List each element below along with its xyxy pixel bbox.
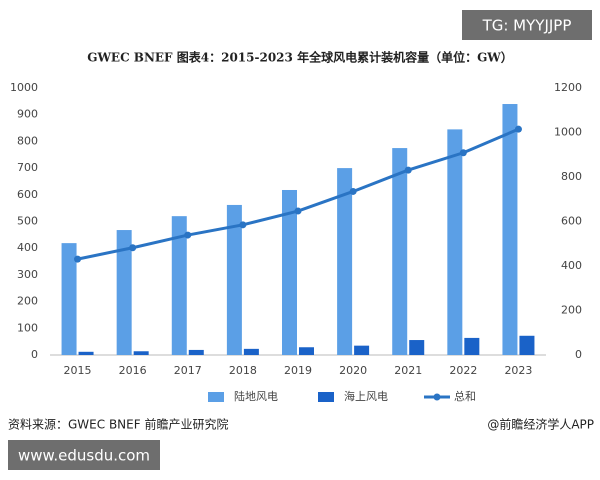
credit: @前瞻经济学人APP bbox=[487, 417, 594, 432]
y-tick-label: 100 bbox=[17, 321, 38, 334]
x-tick-label: 2021 bbox=[394, 364, 422, 377]
overlay-bottom: www.edusdu.com bbox=[18, 447, 150, 465]
source: 资料来源：GWEC BNEF 前瞻产业研究院 bbox=[8, 417, 228, 432]
line-point bbox=[294, 207, 302, 215]
y-tick-label: 1000 bbox=[10, 81, 38, 94]
bar bbox=[226, 204, 242, 355]
y-tick-label: 0 bbox=[31, 348, 38, 361]
line-point bbox=[404, 166, 412, 174]
chart-title: GWEC BNEF 图表4：2015-2023 年全球风电累计装机容量（单位：G… bbox=[87, 50, 513, 65]
y-tick-label: 500 bbox=[17, 215, 38, 228]
legend-swatch bbox=[208, 392, 224, 402]
y2-tick-label: 600 bbox=[561, 215, 582, 228]
y2-tick-label: 1000 bbox=[554, 126, 582, 139]
bar bbox=[299, 347, 314, 355]
x-tick-label: 2019 bbox=[284, 364, 312, 377]
bar bbox=[409, 340, 425, 355]
y-tick-label: 800 bbox=[17, 134, 38, 147]
bar bbox=[502, 104, 518, 356]
legend-label: 海上风电 bbox=[344, 389, 388, 403]
line-point bbox=[514, 125, 522, 133]
bar bbox=[354, 345, 370, 355]
line-point bbox=[129, 244, 137, 252]
x-tick-label: 2018 bbox=[229, 364, 257, 377]
bar bbox=[116, 230, 132, 355]
y-tick-label: 600 bbox=[17, 188, 38, 201]
x-tick-label: 2015 bbox=[64, 364, 92, 377]
line-point bbox=[239, 221, 247, 229]
y-tick-label: 400 bbox=[17, 241, 38, 254]
legend-swatch bbox=[318, 392, 334, 402]
y2-tick-label: 800 bbox=[561, 170, 582, 183]
legend-label: 陆地风电 bbox=[234, 389, 278, 403]
bar bbox=[171, 216, 187, 355]
bar bbox=[447, 129, 463, 355]
y-tick-label: 700 bbox=[17, 161, 38, 174]
line-point bbox=[459, 149, 467, 157]
y-tick-label: 200 bbox=[17, 295, 38, 308]
bar bbox=[282, 189, 297, 355]
line-point bbox=[74, 255, 82, 263]
line-point bbox=[349, 187, 357, 195]
x-tick-label: 2022 bbox=[449, 364, 477, 377]
y2-tick-label: 0 bbox=[575, 348, 582, 361]
bar bbox=[243, 348, 259, 355]
y2-tick-label: 200 bbox=[561, 304, 582, 317]
x-tick-label: 2016 bbox=[119, 364, 147, 377]
y-tick-label: 900 bbox=[17, 108, 38, 121]
overlay-top: TG: MYYJJPP bbox=[482, 17, 572, 35]
legend-label: 总和 bbox=[454, 389, 476, 403]
bar bbox=[337, 168, 353, 355]
bar bbox=[78, 351, 94, 355]
legend-swatch bbox=[433, 393, 441, 401]
overlay-box bbox=[462, 10, 592, 40]
bar bbox=[519, 335, 535, 355]
bar bbox=[464, 337, 480, 355]
overlay-box bbox=[8, 440, 160, 470]
x-tick-label: 2017 bbox=[174, 364, 202, 377]
y2-tick-label: 1200 bbox=[554, 81, 582, 94]
bar bbox=[61, 243, 77, 355]
line-point bbox=[184, 231, 192, 239]
bar bbox=[392, 148, 408, 355]
y2-tick-label: 400 bbox=[561, 259, 582, 272]
x-tick-label: 2020 bbox=[339, 364, 367, 377]
x-tick-label: 2023 bbox=[504, 364, 532, 377]
y-tick-label: 300 bbox=[17, 268, 38, 281]
bar bbox=[188, 349, 204, 355]
bar bbox=[133, 351, 149, 355]
